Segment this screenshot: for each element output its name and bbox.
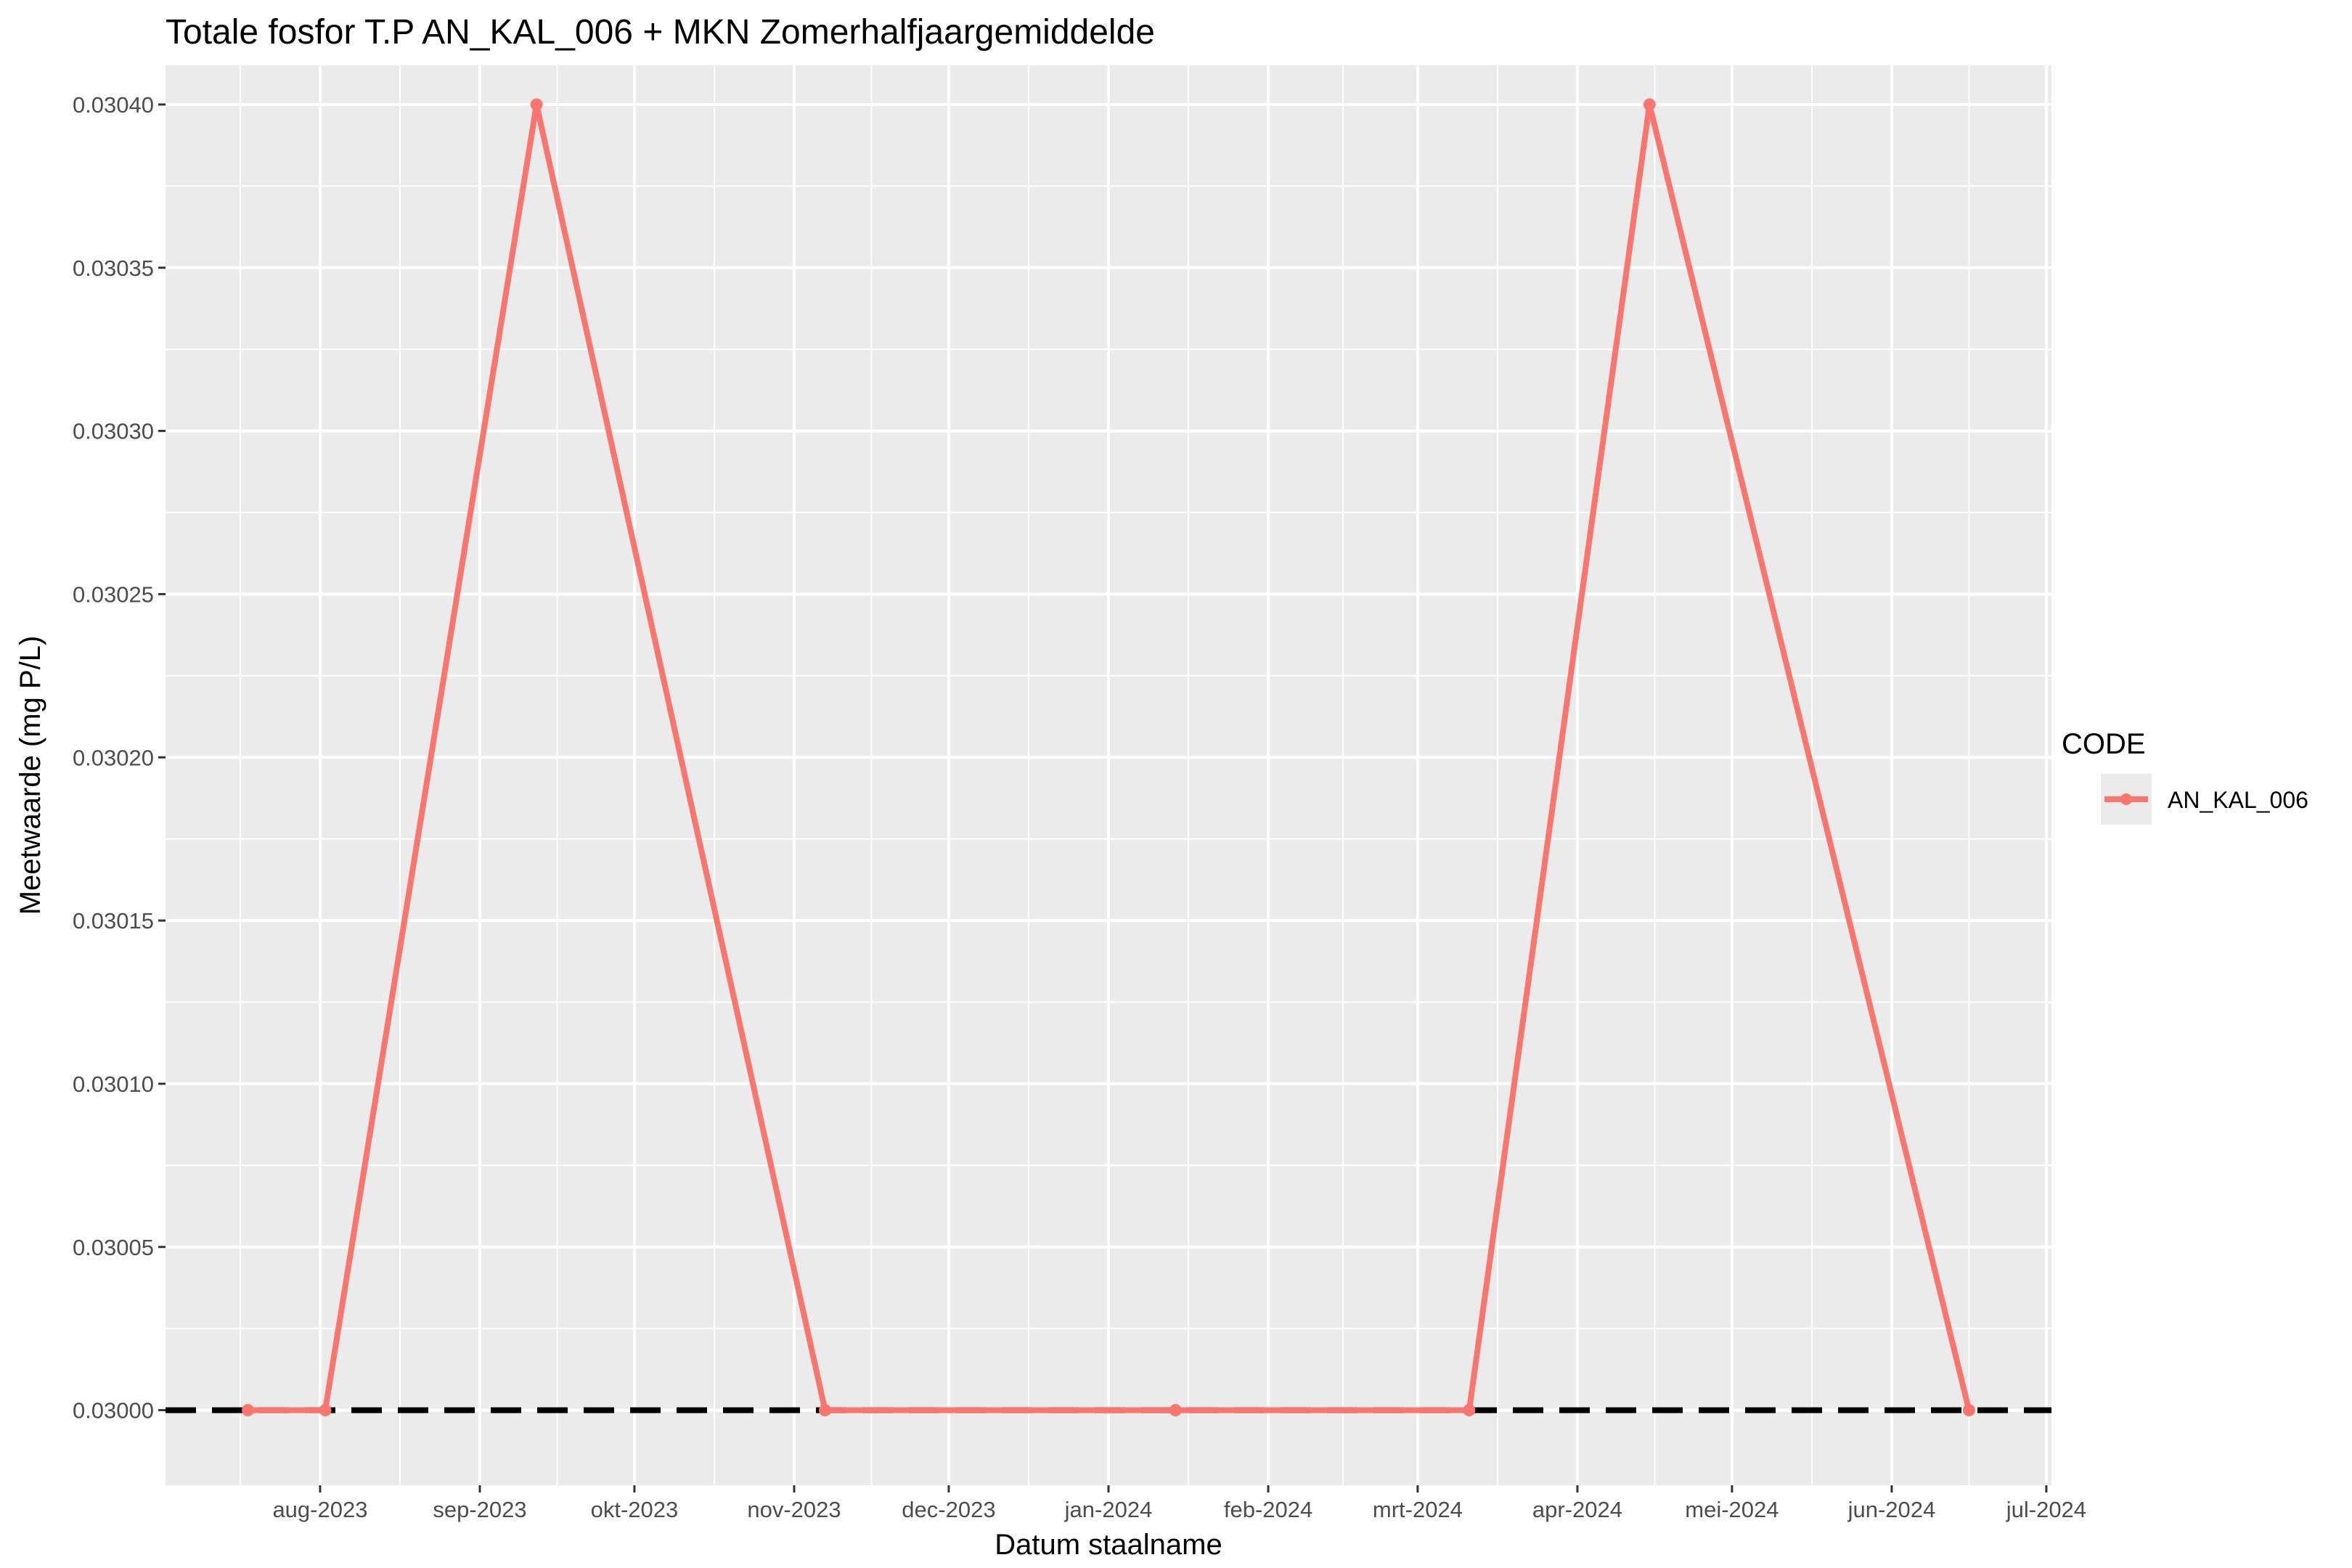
x-tick-label: jan-2024: [1064, 1497, 1153, 1522]
data-point: [242, 1404, 255, 1417]
x-tick-label: jul-2024: [2006, 1497, 2086, 1522]
y-tick-label: 0.03015: [73, 908, 154, 934]
y-tick-label: 0.03040: [73, 92, 154, 118]
x-tick-label: mrt-2024: [1373, 1497, 1463, 1522]
legend-label: AN_KAL_006: [2168, 787, 2308, 813]
x-tick-label: feb-2024: [1224, 1497, 1312, 1522]
legend-title: CODE: [2062, 728, 2146, 760]
legend-key-point: [2120, 793, 2132, 805]
data-point: [1962, 1404, 1975, 1417]
y-tick-label: 0.03000: [73, 1398, 154, 1424]
y-axis: 0.03000 0.03005 0.03010 0.03015 0.03020 0.030…: [73, 92, 166, 1424]
y-tick-label: 0.03005: [73, 1235, 154, 1260]
x-tick-label: apr-2024: [1532, 1497, 1622, 1522]
data-point: [1463, 1404, 1476, 1417]
y-tick-label: 0.03010: [73, 1071, 154, 1097]
x-axis-title: Datum staalname: [995, 1529, 1222, 1561]
x-tick-label: mei-2024: [1685, 1497, 1779, 1522]
series-layer: [242, 98, 1975, 1417]
y-tick-label: 0.03020: [73, 745, 154, 770]
data-point: [1643, 98, 1656, 111]
x-tick-label: nov-2023: [747, 1497, 841, 1522]
x-tick-label: jun-2024: [1847, 1497, 1936, 1522]
data-point: [319, 1404, 332, 1417]
y-tick-label: 0.03030: [73, 419, 154, 444]
data-point: [819, 1404, 832, 1417]
y-tick-label: 0.03035: [73, 256, 154, 281]
major-gridlines: [166, 65, 2051, 1485]
data-point: [530, 98, 543, 111]
x-tick-label: dec-2023: [902, 1497, 995, 1522]
x-axis: aug-2023 sep-2023 okt-2023 nov-2023 dec-2023…: [272, 1485, 2086, 1522]
x-tick-label: aug-2023: [272, 1497, 367, 1522]
x-tick-label: okt-2023: [591, 1497, 679, 1522]
chart-title: Totale fosfor T.P AN_KAL_006 + MKN Zomer…: [166, 13, 1155, 52]
y-axis-title: Meetwaarde (mg P/L): [15, 636, 46, 915]
y-tick-label: 0.03025: [73, 581, 154, 607]
legend: CODE AN_KAL_006: [2062, 728, 2308, 825]
series-line: [245, 102, 1972, 1413]
x-tick-label: sep-2023: [433, 1497, 526, 1522]
data-point: [1169, 1404, 1182, 1417]
